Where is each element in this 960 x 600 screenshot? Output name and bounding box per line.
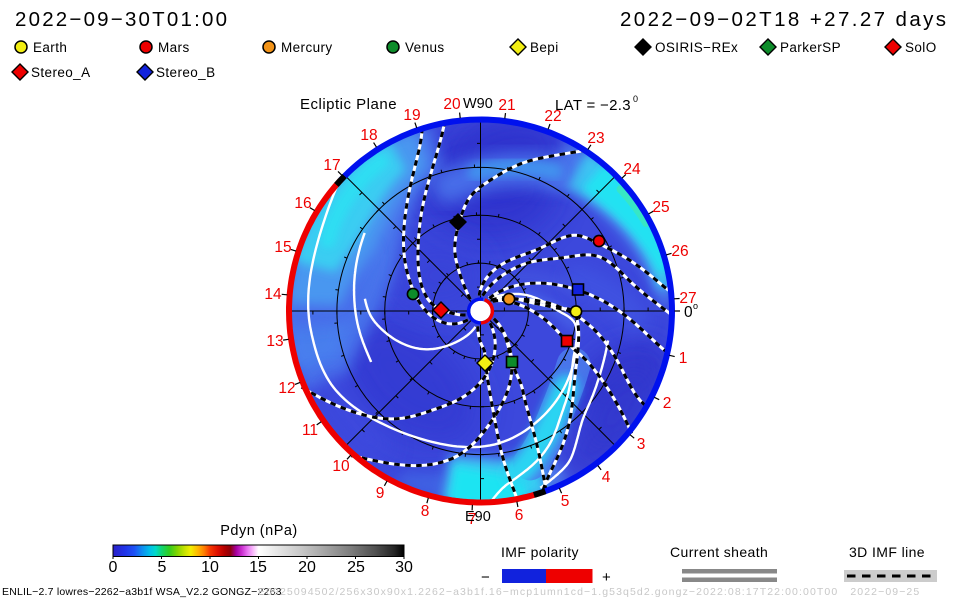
svg-text:6: 6 (515, 507, 524, 524)
svg-text:8: 8 (421, 503, 430, 520)
svg-text:16: 16 (294, 195, 311, 212)
svg-text:25: 25 (347, 559, 365, 576)
svg-text:LAT = −2.3: LAT = −2.3 (555, 97, 631, 114)
svg-text:ENLIL−2.7 lowres−2262−a3b1f WS: ENLIL−2.7 lowres−2262−a3b1f WSA_V2.2 GON… (2, 586, 282, 598)
svg-text:3D IMF line: 3D IMF line (849, 544, 925, 560)
svg-text:23: 23 (587, 130, 604, 147)
svg-text:E90: E90 (465, 509, 491, 525)
svg-text:Mercury: Mercury (281, 40, 333, 55)
svg-text:W90: W90 (463, 96, 493, 112)
svg-text:5: 5 (561, 493, 570, 510)
svg-text:30: 30 (395, 559, 413, 576)
svg-text:E0925094502/256x30x90x1.2262−a: E0925094502/256x30x90x1.2262−a3b1f.16−mc… (258, 586, 920, 598)
svg-text:0: 0 (109, 559, 118, 576)
svg-text:Stereo_A: Stereo_A (31, 65, 91, 80)
svg-text:Venus: Venus (405, 40, 445, 55)
svg-text:11: 11 (302, 422, 318, 439)
svg-text:15: 15 (274, 239, 291, 256)
svg-text:ParkerSP: ParkerSP (780, 40, 841, 55)
svg-text:14: 14 (264, 286, 282, 303)
svg-text:Current sheath: Current sheath (670, 544, 768, 560)
svg-text:20: 20 (443, 96, 461, 113)
svg-text:Ecliptic Plane: Ecliptic Plane (300, 96, 397, 113)
svg-text:OSIRIS−REx: OSIRIS−REx (655, 40, 738, 55)
svg-text:2022−09−30T01:00: 2022−09−30T01:00 (15, 8, 229, 31)
svg-text:0: 0 (633, 94, 638, 104)
svg-text:Earth: Earth (33, 40, 67, 55)
svg-text:10: 10 (332, 458, 350, 475)
svg-text:13: 13 (266, 333, 283, 350)
svg-text:0: 0 (684, 304, 693, 321)
svg-text:12: 12 (278, 380, 295, 397)
svg-text:Bepi: Bepi (530, 40, 559, 55)
svg-text:Stereo_B: Stereo_B (156, 65, 216, 80)
svg-text:27: 27 (679, 290, 696, 307)
svg-text:Mars: Mars (158, 40, 190, 55)
svg-text:1: 1 (679, 350, 688, 367)
svg-text:SolO: SolO (905, 40, 937, 55)
svg-text:7: 7 (468, 511, 477, 528)
svg-text:25: 25 (652, 199, 669, 216)
svg-text:3: 3 (637, 436, 646, 453)
svg-text:4: 4 (602, 469, 611, 486)
svg-text:Pdyn (nPa): Pdyn (nPa) (220, 523, 298, 539)
svg-text:o: o (693, 301, 698, 311)
svg-text:26: 26 (671, 243, 688, 260)
svg-text:10: 10 (201, 559, 219, 576)
svg-text:19: 19 (403, 107, 420, 124)
svg-text:20: 20 (298, 559, 316, 576)
svg-text:24: 24 (623, 161, 641, 178)
svg-text:22: 22 (544, 108, 561, 125)
svg-text:+: + (602, 569, 611, 586)
svg-text:5: 5 (158, 559, 167, 576)
svg-text:15: 15 (249, 559, 267, 576)
svg-text:IMF polarity: IMF polarity (501, 544, 579, 560)
svg-text:18: 18 (360, 127, 377, 144)
svg-text:9: 9 (376, 485, 385, 502)
svg-text:2022−09−02T18 +27.27 days: 2022−09−02T18 +27.27 days (620, 8, 948, 31)
svg-text:17: 17 (323, 157, 340, 174)
svg-text:2: 2 (663, 395, 672, 412)
svg-text:21: 21 (498, 97, 515, 114)
svg-text:−: − (481, 569, 490, 586)
